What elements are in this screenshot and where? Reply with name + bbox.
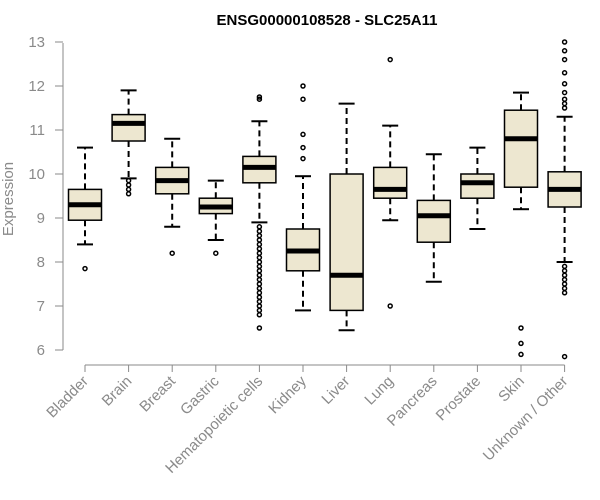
x-tick-label: Kidney	[265, 372, 310, 417]
box-pancreas	[416, 153, 452, 283]
outlier-point	[561, 56, 568, 63]
x-tick-label: Lung	[361, 373, 397, 409]
iqr-box	[416, 199, 452, 243]
outlier-point	[256, 298, 263, 305]
iqr-box	[503, 109, 539, 188]
outlier-point	[256, 94, 263, 100]
outlier-point	[561, 70, 568, 76]
outlier-point	[518, 340, 524, 347]
outlier-point	[561, 353, 568, 360]
outlier-point	[561, 268, 568, 274]
y-tick-label: 13	[28, 34, 45, 51]
outlier-point	[300, 144, 306, 151]
outlier-point	[561, 276, 568, 283]
outlier-point	[256, 246, 263, 252]
outlier-point	[561, 96, 568, 102]
outlier-point	[256, 232, 263, 239]
outlier-point	[256, 268, 263, 274]
outlier-point	[256, 254, 263, 261]
outlier-point	[256, 272, 263, 278]
outlier-point	[256, 281, 263, 287]
y-tick-label: 9	[37, 210, 45, 227]
boxplot-series	[67, 39, 582, 360]
outlier-point	[561, 290, 568, 296]
outlier-point	[256, 241, 263, 248]
outlier-point	[256, 228, 263, 234]
x-tick-label: Breast	[136, 372, 179, 415]
x-tick-label: Skin	[495, 373, 528, 406]
outlier-point	[256, 237, 263, 243]
y-axis: 6 7 8 9 10 11 12 13	[28, 34, 63, 359]
outlier-point	[300, 155, 306, 162]
box-skin	[503, 91, 539, 358]
y-tick-label: 7	[37, 298, 45, 315]
outlier-point	[561, 89, 568, 96]
x-tick-label: Prostate	[433, 373, 485, 425]
outlier-point	[518, 351, 524, 358]
outlier-point	[256, 294, 263, 300]
outlier-point	[561, 48, 568, 54]
y-tick-label: 11	[29, 122, 45, 139]
outlier-point	[256, 312, 263, 318]
box-prostate	[460, 146, 495, 230]
y-tick-label: 6	[37, 342, 45, 359]
outlier-point	[300, 131, 306, 138]
outlier-point	[561, 281, 568, 287]
x-tick-label: Bladder	[43, 373, 92, 422]
box-unknown-other	[547, 39, 582, 360]
box-gastric	[198, 179, 234, 256]
y-tick-label: 10	[28, 166, 45, 183]
outlier-point	[256, 259, 263, 265]
outlier-point	[387, 303, 393, 309]
box-liver	[329, 102, 364, 332]
box-hematopoietic-cells	[242, 94, 277, 331]
outlier-point	[256, 303, 263, 309]
outlier-point	[256, 263, 263, 270]
outlier-point	[561, 81, 568, 87]
outlier-point	[256, 96, 263, 102]
outlier-point	[300, 96, 306, 102]
y-tick-label: 8	[37, 254, 45, 271]
outlier-point	[518, 325, 524, 331]
outlier-point	[300, 83, 306, 89]
x-tick-label: Liver	[318, 373, 353, 408]
outlier-point	[256, 224, 263, 230]
outlier-point	[256, 276, 263, 283]
iqr-box	[111, 113, 146, 142]
outlier-point	[125, 177, 132, 184]
iqr-box	[372, 166, 408, 199]
iqr-box	[329, 173, 364, 312]
outlier-point	[561, 39, 568, 45]
outlier-point	[256, 250, 263, 256]
chart-title: ENSG00000108528 - SLC25A11	[217, 12, 438, 29]
outlier-point	[256, 285, 263, 292]
outlier-point	[561, 105, 568, 111]
outlier-point	[256, 307, 263, 314]
box-bladder	[67, 146, 103, 272]
outlier-point	[125, 186, 132, 193]
outlier-point	[125, 182, 132, 188]
outlier-point	[82, 265, 88, 272]
outlier-point	[256, 290, 263, 296]
outlier-point	[213, 250, 219, 256]
y-axis-label: Expression	[0, 162, 17, 236]
outlier-point	[561, 263, 568, 270]
box-brain	[111, 89, 146, 197]
outlier-point	[169, 250, 175, 256]
outlier-point	[561, 285, 568, 292]
outlier-point	[387, 56, 393, 63]
box-lung	[372, 56, 408, 309]
outlier-point	[256, 325, 263, 331]
iqr-box	[460, 173, 495, 199]
outlier-point	[561, 100, 568, 107]
y-tick-label: 12	[28, 78, 45, 95]
outlier-point	[561, 272, 568, 278]
outlier-point	[125, 191, 132, 197]
box-kidney	[285, 83, 321, 312]
box-breast	[154, 137, 190, 256]
x-tick-label: Brain	[99, 373, 136, 410]
